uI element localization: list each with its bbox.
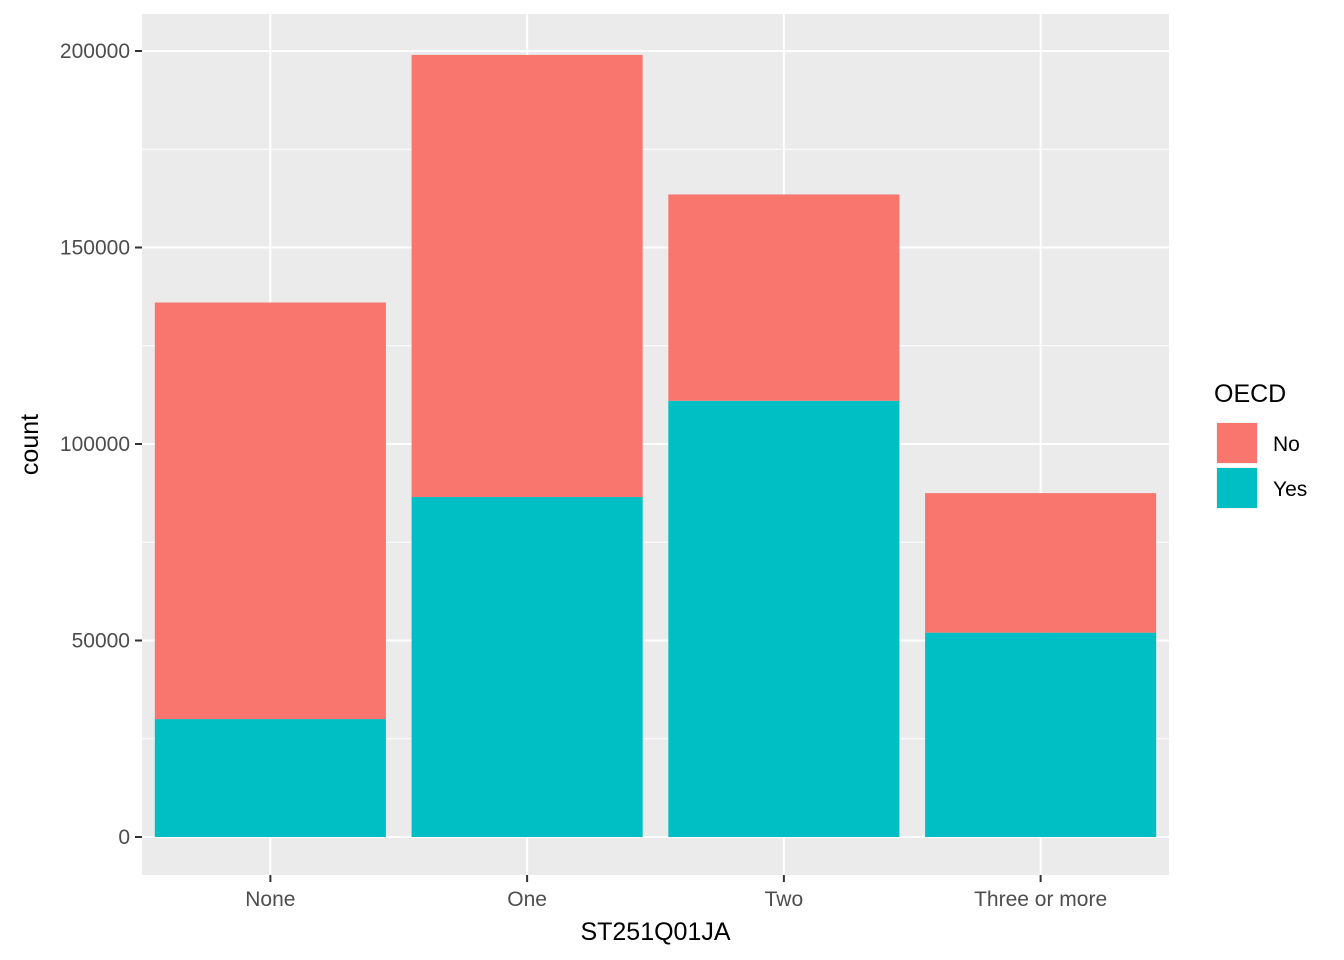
y-axis: 0 50000 100000 150000 200000 [60, 40, 142, 849]
y-tick-label: 100000 [60, 433, 130, 456]
legend-label-yes: Yes [1273, 478, 1307, 501]
x-tick-label: None [245, 888, 295, 911]
y-tick-label: 150000 [60, 237, 130, 260]
legend-label-no: No [1273, 433, 1300, 456]
y-tick-label: 50000 [72, 630, 130, 653]
y-axis-title: count [16, 414, 44, 475]
bar-one-yes [411, 497, 643, 837]
bar-none-no [154, 302, 386, 720]
bar-two-yes [668, 400, 900, 837]
bars [154, 54, 1157, 837]
x-axis-title: ST251Q01JA [580, 918, 730, 946]
bar-none-yes [154, 719, 386, 837]
bar-one-no [411, 54, 643, 498]
x-tick-label: Two [765, 888, 804, 911]
bar-three-or-more-no [925, 493, 1157, 633]
x-tick-label: Three or more [974, 888, 1107, 911]
bar-three-or-more-yes [925, 632, 1157, 837]
x-tick-label: One [507, 888, 547, 911]
legend-title: OECD [1214, 380, 1286, 408]
legend-key-no [1217, 423, 1257, 463]
y-tick-label: 0 [118, 826, 130, 849]
x-axis: None One Two Three or more [245, 875, 1107, 911]
y-tick-label: 200000 [60, 40, 130, 63]
legend-key-yes [1217, 468, 1257, 508]
bar-two-no [668, 194, 900, 401]
legend: OECD No Yes [1214, 380, 1307, 509]
